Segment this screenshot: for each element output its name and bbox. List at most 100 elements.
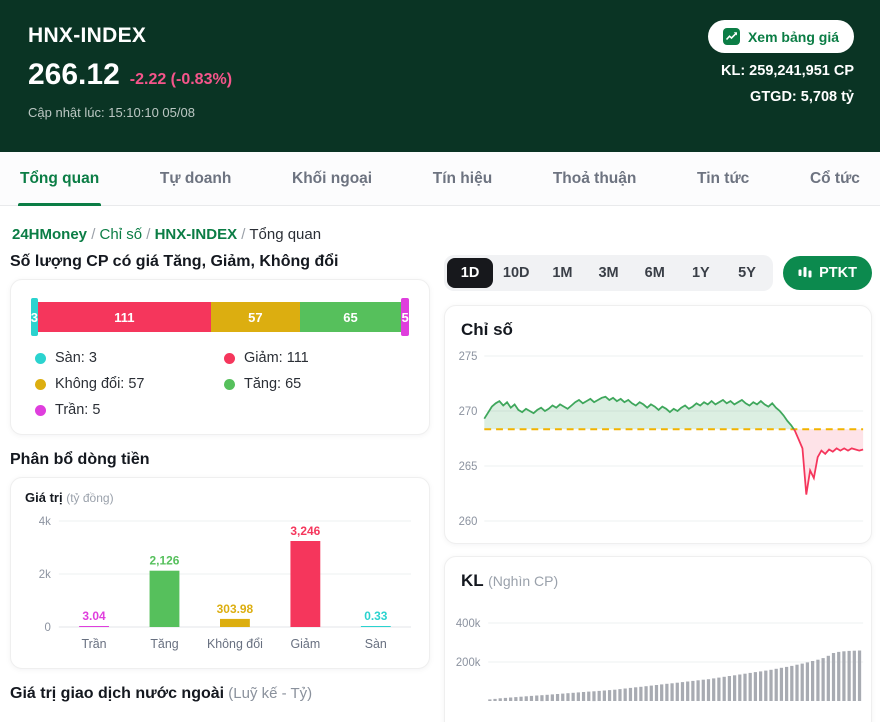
svg-text:2,126: 2,126	[150, 554, 180, 568]
view-price-board-button[interactable]: Xem bảng giá	[707, 20, 854, 53]
view-price-board-label: Xem bảng giá	[747, 28, 839, 45]
index-chart-title: Chỉ số	[461, 320, 513, 339]
main-content: Số lượng CP có giá Tăng, Giảm, Không đổi…	[0, 243, 880, 722]
svg-text:Không đổi: Không đổi	[207, 637, 263, 651]
legend-label: Giảm: 111	[244, 350, 309, 366]
tab-tin-tuc[interactable]: Tin tức	[697, 169, 750, 187]
volume-chart-card: KL (Nghìn CP) 400k 200k	[444, 556, 872, 722]
right-column: 1D 10D 1M 3M 6M 1Y 5Y PTKT Chỉ số 275 270 265 260…	[444, 253, 872, 722]
legend-item-2: Không đổi: 57	[35, 376, 216, 392]
range-button-1y[interactable]: 1Y	[691, 265, 710, 281]
tab-tong-quan[interactable]: Tổng quan	[18, 152, 102, 206]
section-title-advdec: Số lượng CP có giá Tăng, Giảm, Không đổi	[10, 253, 339, 270]
advdec-legend: Sàn: 3 Giảm: 111 Không đổi: 57 Tăng: 65 Trần…	[25, 350, 415, 418]
svg-text:275: 275	[459, 351, 478, 363]
legend-label: Tăng: 65	[244, 376, 302, 392]
svg-text:3.04: 3.04	[82, 609, 106, 623]
section-title-moneyflow: Phân bổ dòng tiền	[10, 451, 150, 468]
legend-item-0: Sàn: 3	[35, 350, 216, 366]
svg-text:265: 265	[459, 461, 478, 473]
legend-dot	[35, 352, 46, 364]
breadcrumb-separator: /	[142, 226, 155, 243]
advdec-segment-4: 5	[401, 298, 409, 336]
advdec-segment-3: 65	[299, 302, 402, 332]
svg-text:0: 0	[44, 622, 50, 634]
legend-item-1: Giảm: 111	[224, 350, 405, 366]
index-value: 266.12	[28, 58, 120, 91]
svg-text:2k: 2k	[39, 569, 51, 581]
advdec-bar: 3 111 57 65 5	[25, 298, 415, 336]
candlestick-icon	[798, 267, 812, 278]
total-volume: KL: 259,241,951 CP	[721, 63, 854, 79]
advdec-segment-0: 3	[31, 298, 38, 336]
tab-tu-doanh[interactable]: Tự doanh	[159, 169, 232, 187]
legend-item-3: Tăng: 65	[224, 376, 405, 392]
breadcrumb-item-1[interactable]: Chỉ số	[99, 226, 143, 243]
header-stats: Xem bảng giá KL: 259,241,951 CP GTGD: 5,…	[707, 16, 854, 152]
advdec-card: 3 111 57 65 5 Sàn: 3 Giảm: 111 Không đổi: 57 Tă…	[10, 279, 430, 435]
index-header: HNX-INDEX 266.12 -2.22 (-0.83%) Cập nhật…	[0, 0, 880, 152]
svg-text:303.98: 303.98	[217, 602, 254, 616]
volume-chart-title: KL	[461, 571, 484, 590]
breadcrumb: 24HMoney / Chỉ số / HNX-INDEX / Tổng qua…	[0, 206, 880, 243]
svg-text:Sàn: Sàn	[365, 637, 387, 651]
tab-thoa-thuan[interactable]: Thoả thuận	[552, 169, 637, 187]
update-time: Cập nhật lúc: 15:10:10 05/08	[28, 105, 195, 120]
volume-chart-svg: 400k 200k	[456, 618, 864, 702]
section-title-foreign: Giá trị giao dịch nước ngoài (Luỹ kế - T…	[10, 685, 430, 703]
legend-dot	[224, 352, 235, 364]
svg-text:200k: 200k	[456, 657, 481, 669]
legend-item-4: Trần: 5	[35, 402, 216, 418]
range-button-5y[interactable]: 5Y	[738, 265, 756, 281]
breadcrumb-item-0[interactable]: 24HMoney	[12, 226, 88, 243]
tab-bar: Tổng quan Tự doanh Khối ngoại Tín hiệu Thoả …	[0, 152, 880, 206]
volume-chart-title-row: KL (Nghìn CP)	[447, 559, 869, 593]
moneyflow-chart-title: Giá trị	[25, 490, 63, 505]
legend-dot	[35, 404, 46, 416]
ptkt-button[interactable]: PTKT	[783, 256, 872, 290]
breadcrumb-item-2[interactable]: HNX-INDEX	[154, 226, 238, 243]
svg-text:Trần: Trần	[81, 637, 106, 651]
ptkt-label: PTKT	[819, 265, 857, 281]
legend-dot	[35, 378, 46, 390]
svg-text:270: 270	[459, 406, 478, 418]
range-button-1m[interactable]: 1M	[552, 265, 573, 281]
breadcrumb-item-3: Tổng quan	[249, 226, 322, 243]
moneyflow-chart-unit: (tỷ đồng)	[66, 491, 114, 505]
legend-dot	[224, 378, 235, 390]
range-button-6m[interactable]: 6M	[644, 265, 665, 281]
index-summary: HNX-INDEX 266.12 -2.22 (-0.83%) Cập nhật…	[28, 16, 232, 152]
range-button-10d[interactable]: 10D	[502, 265, 530, 281]
legend-label: Trần: 5	[55, 402, 101, 418]
index-name: HNX-INDEX	[28, 24, 147, 47]
chart-up-icon	[722, 28, 740, 45]
advdec-segment-1: 111	[37, 302, 211, 332]
legend-label: Không đổi: 57	[55, 376, 145, 392]
volume-chart-unit: (Nghìn CP)	[488, 573, 559, 589]
svg-text:3,246: 3,246	[290, 524, 320, 538]
index-chart-card: Chỉ số 275 270 265 260	[444, 305, 872, 544]
range-button-1d[interactable]: 1D	[447, 258, 494, 288]
moneyflow-card: Giá trị (tỷ đồng) 4k 2k 0 3.04 Trần 2,126 Tăng…	[10, 477, 430, 669]
svg-text:0.33: 0.33	[364, 609, 388, 623]
svg-text:Giảm: Giảm	[291, 637, 321, 651]
foreign-title: Giá trị giao dịch nước ngoài	[10, 685, 225, 702]
advdec-segment-2: 57	[210, 302, 300, 332]
svg-text:Tăng: Tăng	[150, 637, 178, 651]
range-selector: 1D 10D 1M 3M 6M 1Y 5Y	[444, 255, 774, 291]
range-selector-row: 1D 10D 1M 3M 6M 1Y 5Y PTKT	[444, 255, 872, 291]
tab-tin-hieu[interactable]: Tín hiệu	[432, 169, 493, 187]
foreign-subtitle: (Luỹ kế - Tỷ)	[224, 685, 313, 702]
index-chart-svg: 275 270 265 260	[459, 351, 864, 528]
moneyflow-chart-svg: 4k 2k 0 3.04 Trần 2,126 Tăng 303.98 Không đổi 3,2…	[39, 516, 412, 651]
range-button-3m[interactable]: 3M	[598, 265, 619, 281]
breadcrumb-separator: /	[237, 226, 250, 243]
total-trade-value: GTGD: 5,708 tỷ	[750, 89, 854, 105]
moneyflow-chart-label: Giá trị (tỷ đồng)	[25, 490, 417, 505]
breadcrumb-separator: /	[87, 226, 100, 243]
tab-co-tuc[interactable]: Cổ tức	[809, 169, 860, 187]
svg-text:260: 260	[459, 516, 478, 528]
tab-khoi-ngoai[interactable]: Khối ngoại	[292, 169, 373, 187]
index-change: -2.22 (-0.83%)	[129, 71, 233, 88]
